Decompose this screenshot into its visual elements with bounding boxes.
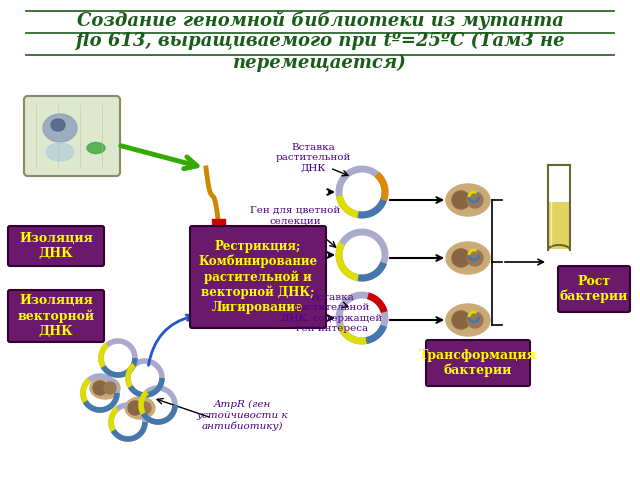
Circle shape	[467, 312, 483, 328]
FancyBboxPatch shape	[8, 290, 104, 342]
Ellipse shape	[43, 114, 77, 142]
Circle shape	[104, 382, 116, 394]
Circle shape	[467, 250, 483, 266]
Text: Изоляция
ДНК: Изоляция ДНК	[19, 232, 93, 260]
Ellipse shape	[90, 377, 120, 399]
Text: Трансформация
бактерии: Трансформация бактерии	[419, 348, 537, 377]
Ellipse shape	[446, 184, 490, 216]
Text: Рестрикция;
Комбинирование
растительной и
векторной ДНК;
Лигирование: Рестрикция; Комбинирование растительной …	[198, 240, 317, 314]
Circle shape	[452, 191, 470, 209]
Text: Изоляция
векторной
ДНК: Изоляция векторной ДНК	[17, 294, 95, 338]
FancyBboxPatch shape	[426, 340, 530, 386]
Circle shape	[452, 249, 470, 267]
Circle shape	[452, 311, 470, 329]
Text: Вставка
растительной
ДНК: Вставка растительной ДНК	[275, 143, 351, 173]
FancyBboxPatch shape	[24, 96, 120, 176]
Ellipse shape	[125, 397, 155, 419]
FancyBboxPatch shape	[190, 226, 326, 328]
Ellipse shape	[46, 143, 74, 161]
FancyBboxPatch shape	[8, 226, 104, 266]
Text: Ген для цветной
селекции: Ген для цветной селекции	[250, 206, 340, 226]
Ellipse shape	[51, 119, 65, 131]
Circle shape	[128, 401, 142, 415]
FancyBboxPatch shape	[548, 202, 570, 249]
FancyBboxPatch shape	[558, 266, 630, 312]
Text: перемещается): перемещается)	[233, 54, 407, 72]
Circle shape	[139, 402, 151, 414]
Circle shape	[93, 381, 107, 395]
Ellipse shape	[87, 143, 105, 154]
Circle shape	[467, 192, 483, 208]
Text: flo 613, выращиваемого при tº=25ºC (Там3 не: flo 613, выращиваемого при tº=25ºC (Там3…	[75, 32, 565, 50]
Text: Создание геномной библиотеки из мутанта: Создание геномной библиотеки из мутанта	[77, 10, 563, 29]
Text: Рост
бактерии: Рост бактерии	[560, 275, 628, 303]
Text: Вставка
растительной
ДНК, содержащей
ген интереса: Вставка растительной ДНК, содержащей ген…	[282, 293, 383, 333]
Ellipse shape	[446, 242, 490, 274]
Ellipse shape	[446, 304, 490, 336]
Text: AmpR (ген
устойчивости к
антибиотику): AmpR (ген устойчивости к антибиотику)	[196, 400, 288, 431]
